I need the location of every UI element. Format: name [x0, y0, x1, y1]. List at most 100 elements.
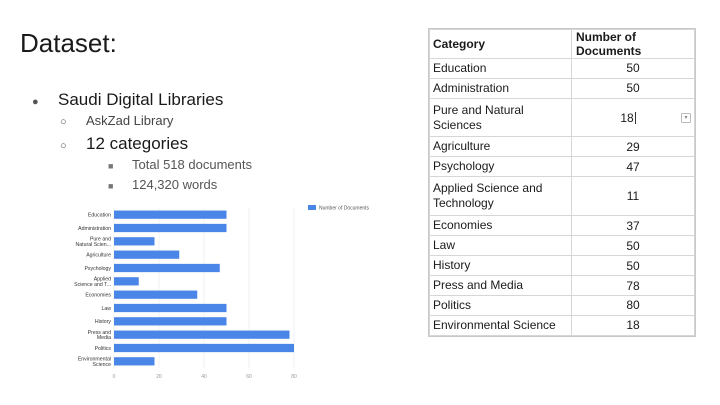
header-number-of-documents: Number of Documents	[571, 29, 695, 59]
table-row[interactable]: Psychology 47	[429, 156, 695, 178]
cell-dropdown-icon[interactable]: ▾	[681, 112, 691, 123]
chart-category-label: Psychology	[84, 266, 111, 272]
table-header-row: Category Number of Documents	[429, 29, 695, 59]
bullet-askzad-library: ○ AskZad Library	[60, 113, 173, 128]
table-row[interactable]: Administration 50	[429, 77, 695, 99]
chart-bar	[114, 250, 180, 259]
category-table: Category Number of Documents Education 50…	[429, 29, 695, 337]
table-cell-count[interactable]: 47	[571, 156, 695, 178]
table-cell-category[interactable]: Politics	[429, 295, 572, 316]
table-cell-category[interactable]: Education	[429, 58, 572, 79]
cell-value: 50	[626, 258, 640, 273]
chart-bar	[114, 237, 155, 246]
table-cell-count[interactable]: 50	[571, 58, 695, 79]
chart-category-label: Economies	[85, 292, 111, 298]
chart-bar	[114, 303, 227, 313]
chart-category-label: Education	[88, 212, 111, 218]
bullet-12-categories: ○ 12 categories	[60, 134, 188, 154]
table-row[interactable]: Pure and Natural Sciences 18 ▾	[429, 97, 695, 138]
table-cell-category[interactable]: Pure and Natural Sciences	[429, 97, 572, 138]
chart-category-label: Agriculture	[86, 252, 111, 258]
table-row[interactable]: Environmental Science 18	[429, 314, 695, 337]
cell-value: 18	[626, 318, 640, 333]
chart-x-tick-label: 40	[201, 374, 207, 380]
chart-legend-swatch	[308, 205, 316, 210]
table-cell-count[interactable]: 78	[571, 275, 695, 296]
table-cell-count[interactable]: 18	[571, 314, 695, 337]
chart-bar	[114, 277, 139, 286]
table-row[interactable]: Law 50	[429, 235, 695, 257]
chart-category-label: Science and T...	[74, 282, 111, 288]
cell-value: 78	[626, 278, 640, 293]
table-cell-count[interactable]: 29	[571, 136, 695, 158]
chart-category-label: Politics	[95, 346, 112, 352]
cell-value: 47	[626, 159, 640, 174]
table-cell-category[interactable]: History	[429, 255, 572, 277]
table-cell-category[interactable]: Administration	[429, 77, 572, 99]
table-cell-category[interactable]: Economies	[429, 215, 572, 237]
bullet-saudi-digital-libraries: ● Saudi Digital Libraries	[32, 90, 223, 110]
chart-bar	[114, 330, 290, 339]
table-row[interactable]: Press and Media 78	[429, 275, 695, 296]
text-cursor	[634, 112, 636, 125]
bullet-text: 12 categories	[86, 134, 189, 153]
chart-category-label: Applied	[94, 276, 111, 282]
table-row[interactable]: Education 50	[429, 58, 695, 79]
bullet-text: AskZad Library	[86, 113, 174, 128]
chart-x-tick-label: 60	[246, 374, 252, 380]
bullet-disc-marker: ●	[32, 96, 39, 108]
cell-value: 50	[626, 81, 640, 96]
category-table-container: Category Number of Documents Education 50…	[428, 28, 696, 337]
cell-value: 18	[620, 110, 634, 125]
table-cell-category[interactable]: Applied Science and Technology	[429, 176, 572, 217]
table-cell-category[interactable]: Law	[429, 235, 572, 257]
chart-bar	[114, 357, 155, 366]
chart-x-tick-label: 20	[156, 374, 162, 380]
table-cell-count[interactable]: 50	[571, 235, 695, 257]
table-cell-category[interactable]: Environmental Science	[429, 314, 572, 337]
table-row[interactable]: History 50	[429, 255, 695, 277]
bullet-circle-marker: ○	[60, 116, 67, 128]
chart-bar	[114, 343, 294, 353]
chart-bar	[114, 223, 227, 233]
chart-category-label: Media	[97, 335, 111, 341]
table-row[interactable]: Politics 80	[429, 295, 695, 316]
table-cell-count[interactable]: 50	[571, 77, 695, 99]
chart-category-label: Press and	[88, 330, 111, 336]
slide-title: Dataset:	[20, 28, 117, 58]
chart-legend-label: Number of Documents	[319, 206, 370, 212]
table-cell-count[interactable]: 37	[571, 215, 695, 237]
table-row[interactable]: Economies 37	[429, 215, 695, 237]
bullet-total-documents: ■ Total 518 documents	[108, 157, 252, 172]
cell-value: 37	[626, 218, 640, 233]
table-cell-count[interactable]: 11	[571, 176, 695, 217]
chart-category-label: Natural Scien...	[76, 242, 111, 248]
documents-bar-chart: 0 20 40 60 80 Education Administration Pure and…	[74, 205, 370, 380]
table-row[interactable]: Applied Science and Technology 11	[429, 176, 695, 217]
chart-x-tick-label: 80	[291, 374, 297, 380]
cell-value: 11	[626, 189, 640, 204]
table-cell-count[interactable]: 80	[571, 295, 695, 316]
chart-category-label: Science	[93, 362, 112, 368]
chart-category-label: Environmental	[78, 356, 111, 362]
chart-bar	[114, 290, 198, 299]
table-cell-count[interactable]: 18 ▾	[571, 97, 695, 138]
table-cell-count[interactable]: 50	[571, 255, 695, 277]
cell-value: 50	[626, 238, 640, 253]
bullet-text: Total 518 documents	[132, 157, 252, 172]
table-cell-category[interactable]: Press and Media	[429, 275, 572, 296]
chart-category-label: Law	[101, 306, 111, 312]
table-row[interactable]: Agriculture 29	[429, 136, 695, 158]
bullet-square-marker: ■	[108, 161, 114, 171]
chart-category-label: History	[95, 319, 112, 325]
chart-category-label: Pure and	[90, 236, 111, 242]
header-category: Category	[429, 29, 572, 59]
chart-bar	[114, 263, 220, 273]
chart-bar	[114, 210, 227, 219]
cell-value: 50	[626, 61, 640, 76]
bullet-word-count: ■ 124,320 words	[108, 177, 217, 192]
table-cell-category[interactable]: Psychology	[429, 156, 572, 178]
chart-bar	[114, 317, 227, 326]
chart-category-label: Administration	[78, 226, 111, 232]
table-cell-category[interactable]: Agriculture	[429, 136, 572, 158]
